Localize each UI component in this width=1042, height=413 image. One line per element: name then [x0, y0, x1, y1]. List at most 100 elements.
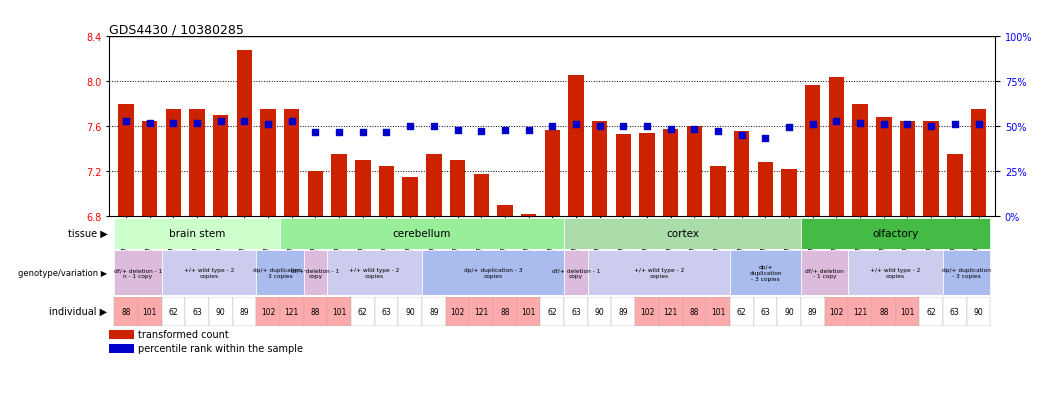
- Bar: [947, 155, 963, 217]
- Point: [213, 118, 229, 125]
- Bar: [115, 297, 138, 326]
- Point: [497, 127, 514, 134]
- Bar: [109, 344, 133, 353]
- Text: 63: 63: [761, 307, 770, 316]
- Bar: [971, 110, 986, 217]
- Bar: [351, 297, 375, 326]
- Text: 101: 101: [143, 307, 157, 316]
- Bar: [801, 218, 990, 249]
- Text: df/+ deletion
- 1 copy: df/+ deletion - 1 copy: [805, 268, 844, 278]
- Point: [804, 121, 821, 128]
- Point: [734, 133, 750, 139]
- Bar: [379, 166, 394, 217]
- Bar: [232, 297, 256, 326]
- Bar: [422, 250, 564, 296]
- Bar: [327, 250, 422, 296]
- Bar: [592, 121, 607, 217]
- Bar: [256, 297, 280, 326]
- Text: 62: 62: [926, 307, 936, 316]
- Point: [189, 120, 205, 127]
- Bar: [115, 218, 280, 249]
- Bar: [734, 131, 749, 217]
- Point: [520, 127, 537, 134]
- Bar: [848, 250, 943, 296]
- Bar: [640, 134, 654, 217]
- Point: [710, 128, 726, 135]
- Text: 63: 63: [381, 307, 392, 316]
- Bar: [426, 155, 442, 217]
- Point: [237, 118, 253, 125]
- Point: [923, 124, 940, 131]
- Text: 89: 89: [619, 307, 628, 316]
- Text: 101: 101: [332, 307, 346, 316]
- Bar: [138, 297, 162, 326]
- Text: df/+ deletion - 1
n - 1 copy: df/+ deletion - 1 n - 1 copy: [114, 268, 162, 278]
- Bar: [280, 218, 564, 249]
- Bar: [967, 297, 990, 326]
- Bar: [588, 250, 729, 296]
- Point: [449, 127, 466, 134]
- Bar: [923, 121, 939, 217]
- Bar: [469, 297, 493, 326]
- Bar: [355, 161, 371, 217]
- Text: 90: 90: [595, 307, 604, 316]
- Bar: [687, 127, 702, 217]
- Text: 102: 102: [640, 307, 654, 316]
- Bar: [943, 250, 990, 296]
- Bar: [398, 297, 422, 326]
- Bar: [848, 297, 872, 326]
- Bar: [280, 297, 303, 326]
- Point: [402, 124, 419, 131]
- Text: +/+ wild type - 2
copies: +/+ wild type - 2 copies: [634, 268, 684, 278]
- Bar: [493, 297, 517, 326]
- Bar: [541, 297, 564, 326]
- Bar: [375, 297, 398, 326]
- Bar: [801, 250, 848, 296]
- Text: 101: 101: [711, 307, 725, 316]
- Bar: [190, 110, 204, 217]
- Bar: [943, 297, 967, 326]
- Bar: [729, 250, 801, 296]
- Bar: [801, 297, 824, 326]
- Text: 121: 121: [664, 307, 677, 316]
- Text: +/+ wild type - 2
copies: +/+ wild type - 2 copies: [183, 268, 234, 278]
- Text: 101: 101: [900, 307, 915, 316]
- Text: dp/+ duplication -
3 copies: dp/+ duplication - 3 copies: [253, 268, 306, 278]
- Point: [946, 121, 963, 128]
- Bar: [422, 297, 446, 326]
- Bar: [307, 172, 323, 217]
- Text: 89: 89: [429, 307, 439, 316]
- Bar: [115, 250, 162, 296]
- Bar: [162, 297, 185, 326]
- Text: 62: 62: [358, 307, 368, 316]
- Point: [568, 121, 585, 128]
- Text: dp/+ duplication
- 3 copies: dp/+ duplication - 3 copies: [942, 268, 991, 278]
- Point: [639, 124, 655, 131]
- Text: transformed count: transformed count: [139, 330, 229, 339]
- Text: df/+ deletion - 1
copy: df/+ deletion - 1 copy: [292, 268, 340, 278]
- Bar: [659, 297, 683, 326]
- Bar: [588, 297, 612, 326]
- Bar: [711, 166, 725, 217]
- Text: 88: 88: [500, 307, 510, 316]
- Bar: [303, 297, 327, 326]
- Bar: [777, 297, 801, 326]
- Bar: [616, 135, 631, 217]
- Text: 63: 63: [950, 307, 960, 316]
- Bar: [876, 118, 892, 217]
- Point: [686, 126, 702, 133]
- Bar: [119, 104, 133, 217]
- Point: [354, 129, 371, 136]
- Text: 62: 62: [547, 307, 557, 316]
- Bar: [872, 297, 896, 326]
- Text: 88: 88: [311, 307, 320, 316]
- Point: [758, 135, 774, 142]
- Text: 88: 88: [690, 307, 699, 316]
- Bar: [824, 297, 848, 326]
- Bar: [828, 78, 844, 217]
- Point: [378, 129, 395, 136]
- Text: 90: 90: [216, 307, 225, 316]
- Bar: [896, 297, 919, 326]
- Bar: [683, 297, 706, 326]
- Bar: [636, 297, 659, 326]
